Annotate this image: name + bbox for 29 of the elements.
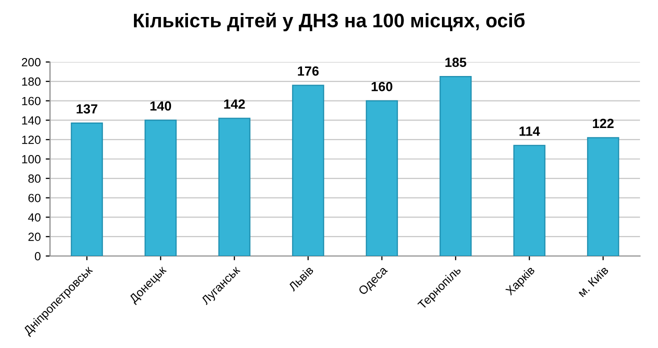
y-tick-label: 0	[34, 252, 41, 260]
bar	[587, 137, 620, 256]
data-label: 122	[592, 118, 614, 128]
y-tick-label: 40	[28, 213, 41, 222]
bar	[440, 76, 472, 256]
data-label: 137	[76, 104, 98, 114]
chart-title: Кількість дітей у ДНЗ на 100 місцях, осіб	[134, 12, 525, 32]
data-label: 140	[150, 101, 172, 111]
data-label: 176	[298, 66, 319, 76]
bar	[513, 144, 546, 256]
data-label: 114	[520, 126, 540, 136]
bar	[144, 120, 177, 256]
y-tick-label: 120	[22, 136, 41, 144]
y-tick-label: 60	[28, 194, 41, 202]
x-tick-label: м. Київ	[577, 266, 609, 298]
y-tick-label: 20	[28, 232, 41, 241]
bar	[292, 84, 324, 256]
data-label: 185	[445, 58, 466, 67]
bar	[218, 118, 250, 256]
y-tick-label: 100	[22, 155, 41, 164]
y-tick-label: 80	[28, 174, 41, 183]
y-tick-label: 140	[22, 116, 41, 125]
bar	[366, 100, 398, 256]
bar	[70, 122, 103, 256]
data-label: 142	[224, 99, 245, 109]
data-label: 160	[372, 82, 392, 92]
y-tick-label: 200	[22, 58, 41, 66]
y-tick-label: 180	[22, 77, 41, 86]
y-tick-label: 160	[22, 96, 41, 106]
